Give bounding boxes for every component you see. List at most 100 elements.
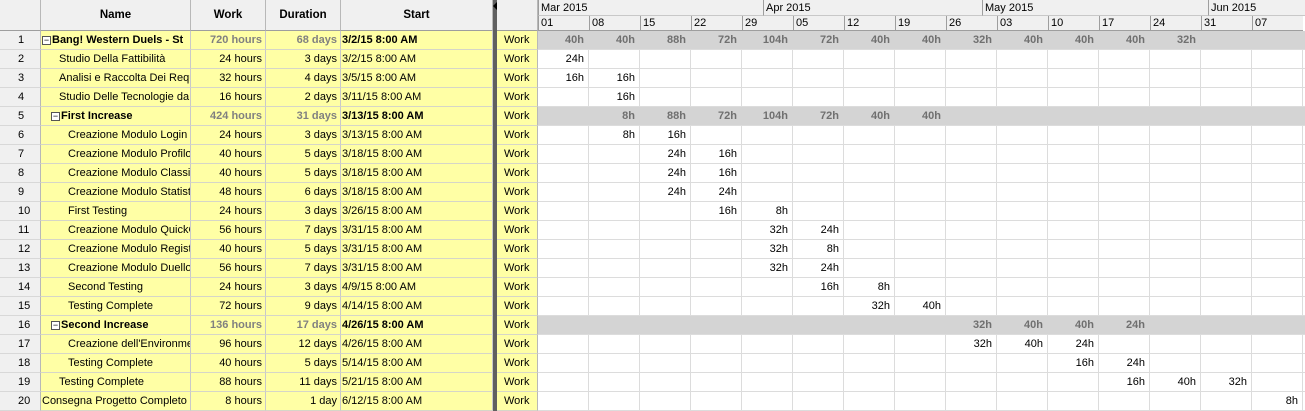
column-header-work[interactable]: Work <box>191 0 266 31</box>
usage-value[interactable]: 40h <box>1075 319 1094 331</box>
usage-value[interactable]: 32h <box>973 319 992 331</box>
task-duration-cell[interactable]: 12 days <box>266 335 341 354</box>
task-duration-cell[interactable]: 3 days <box>266 50 341 69</box>
usage-value[interactable]: 40h <box>1177 376 1196 388</box>
task-start-cell[interactable]: 5/21/15 8:00 AM <box>341 373 493 392</box>
usage-value[interactable]: 72h <box>718 34 737 46</box>
task-work-cell[interactable]: 24 hours <box>191 278 266 297</box>
task-duration-cell[interactable]: 7 days <box>266 259 341 278</box>
usage-value[interactable]: 24h <box>718 186 737 198</box>
task-duration-cell[interactable]: 3 days <box>266 126 341 145</box>
task-start-cell[interactable]: 5/14/15 8:00 AM <box>341 354 493 373</box>
usage-value[interactable]: 16h <box>616 72 635 84</box>
task-name-cell[interactable]: Analisi e Raccolta Dei Requisiti <box>41 69 191 88</box>
usage-value[interactable]: 8h <box>826 243 839 255</box>
usage-value[interactable]: 24h <box>667 148 686 160</box>
task-work-cell[interactable]: 24 hours <box>191 126 266 145</box>
usage-value[interactable]: 24h <box>1126 357 1145 369</box>
usage-value[interactable]: 40h <box>922 34 941 46</box>
task-start-cell[interactable]: 3/26/15 8:00 AM <box>341 202 493 221</box>
row-number[interactable]: 4 <box>0 88 41 107</box>
task-work-cell[interactable]: 16 hours <box>191 88 266 107</box>
task-name-cell[interactable]: Testing Complete <box>41 297 191 316</box>
task-duration-cell[interactable]: 5 days <box>266 145 341 164</box>
task-start-cell[interactable]: 3/31/15 8:00 AM <box>341 240 493 259</box>
usage-value[interactable]: 32h <box>973 34 992 46</box>
usage-value[interactable]: 8h <box>775 205 788 217</box>
task-work-cell[interactable]: 56 hours <box>191 221 266 240</box>
usage-value[interactable]: 40h <box>871 110 890 122</box>
row-header-corner[interactable] <box>0 0 41 31</box>
task-duration-cell[interactable]: 3 days <box>266 278 341 297</box>
task-name-cell[interactable]: Creazione dell'Environment <box>41 335 191 354</box>
usage-value[interactable]: 88h <box>667 110 686 122</box>
row-number[interactable]: 17 <box>0 335 41 354</box>
task-name-cell[interactable]: Consegna Progetto Completo <box>41 392 191 411</box>
usage-value[interactable]: 32h <box>871 300 890 312</box>
task-work-cell[interactable]: 96 hours <box>191 335 266 354</box>
row-number[interactable]: 12 <box>0 240 41 259</box>
task-duration-cell[interactable]: 3 days <box>266 202 341 221</box>
task-work-cell[interactable]: 48 hours <box>191 183 266 202</box>
row-number[interactable]: 14 <box>0 278 41 297</box>
row-number[interactable]: 1 <box>0 31 41 50</box>
task-duration-cell[interactable]: 4 days <box>266 69 341 88</box>
usage-value[interactable]: 32h <box>1228 376 1247 388</box>
task-duration-cell[interactable]: 6 days <box>266 183 341 202</box>
usage-value[interactable]: 24h <box>1126 319 1145 331</box>
row-number[interactable]: 6 <box>0 126 41 145</box>
task-name-cell[interactable]: Creazione Modulo Classifica <box>41 164 191 183</box>
row-number[interactable]: 19 <box>0 373 41 392</box>
task-name-cell[interactable]: − First Increase <box>41 107 191 126</box>
usage-value[interactable]: 32h <box>769 243 788 255</box>
task-name-cell[interactable]: − Bang! Western Duels - St <box>41 31 191 50</box>
usage-value[interactable]: 16h <box>616 91 635 103</box>
row-number[interactable]: 2 <box>0 50 41 69</box>
split-divider[interactable] <box>493 0 497 411</box>
usage-value[interactable]: 16h <box>718 205 737 217</box>
task-start-cell[interactable]: 3/18/15 8:00 AM <box>341 145 493 164</box>
usage-value[interactable]: 16h <box>667 129 686 141</box>
task-duration-cell[interactable]: 1 day <box>266 392 341 411</box>
task-work-cell[interactable]: 24 hours <box>191 50 266 69</box>
usage-value[interactable]: 8h <box>1285 395 1298 407</box>
usage-value[interactable]: 16h <box>565 72 584 84</box>
row-number[interactable]: 10 <box>0 202 41 221</box>
usage-value[interactable]: 24h <box>667 186 686 198</box>
usage-value[interactable]: 24h <box>565 53 584 65</box>
task-name-cell[interactable]: Creazione Modulo Duello <box>41 259 191 278</box>
column-header-name[interactable]: Name <box>41 0 191 31</box>
task-work-cell[interactable]: 72 hours <box>191 297 266 316</box>
usage-value[interactable]: 104h <box>762 34 788 46</box>
usage-value[interactable]: 24h <box>820 262 839 274</box>
usage-value[interactable]: 16h <box>1075 357 1094 369</box>
row-number[interactable]: 15 <box>0 297 41 316</box>
task-duration-cell[interactable]: 68 days <box>266 31 341 50</box>
usage-value[interactable]: 32h <box>769 262 788 274</box>
collapse-toggle-icon[interactable]: − <box>51 319 60 330</box>
task-duration-cell[interactable]: 9 days <box>266 297 341 316</box>
task-work-cell[interactable]: 40 hours <box>191 240 266 259</box>
usage-value[interactable]: 24h <box>667 167 686 179</box>
task-name-cell[interactable]: Creazione Modulo QuickGame <box>41 221 191 240</box>
task-work-cell[interactable]: 88 hours <box>191 373 266 392</box>
usage-value[interactable]: 72h <box>718 110 737 122</box>
task-start-cell[interactable]: 3/2/15 8:00 AM <box>341 50 493 69</box>
task-work-cell[interactable]: 40 hours <box>191 354 266 373</box>
usage-value[interactable]: 40h <box>1024 319 1043 331</box>
task-work-cell[interactable]: 424 hours <box>191 107 266 126</box>
task-work-cell[interactable]: 720 hours <box>191 31 266 50</box>
collapse-toggle-icon[interactable]: − <box>51 110 60 121</box>
row-number[interactable]: 9 <box>0 183 41 202</box>
task-start-cell[interactable]: 4/26/15 8:00 AM <box>341 335 493 354</box>
usage-value[interactable]: 24h <box>820 224 839 236</box>
task-work-cell[interactable]: 8 hours <box>191 392 266 411</box>
row-number[interactable]: 11 <box>0 221 41 240</box>
row-number[interactable]: 8 <box>0 164 41 183</box>
row-number[interactable]: 7 <box>0 145 41 164</box>
usage-value[interactable]: 72h <box>820 34 839 46</box>
task-duration-cell[interactable]: 17 days <box>266 316 341 335</box>
task-work-cell[interactable]: 40 hours <box>191 145 266 164</box>
task-duration-cell[interactable]: 2 days <box>266 88 341 107</box>
task-start-cell[interactable]: 3/31/15 8:00 AM <box>341 221 493 240</box>
